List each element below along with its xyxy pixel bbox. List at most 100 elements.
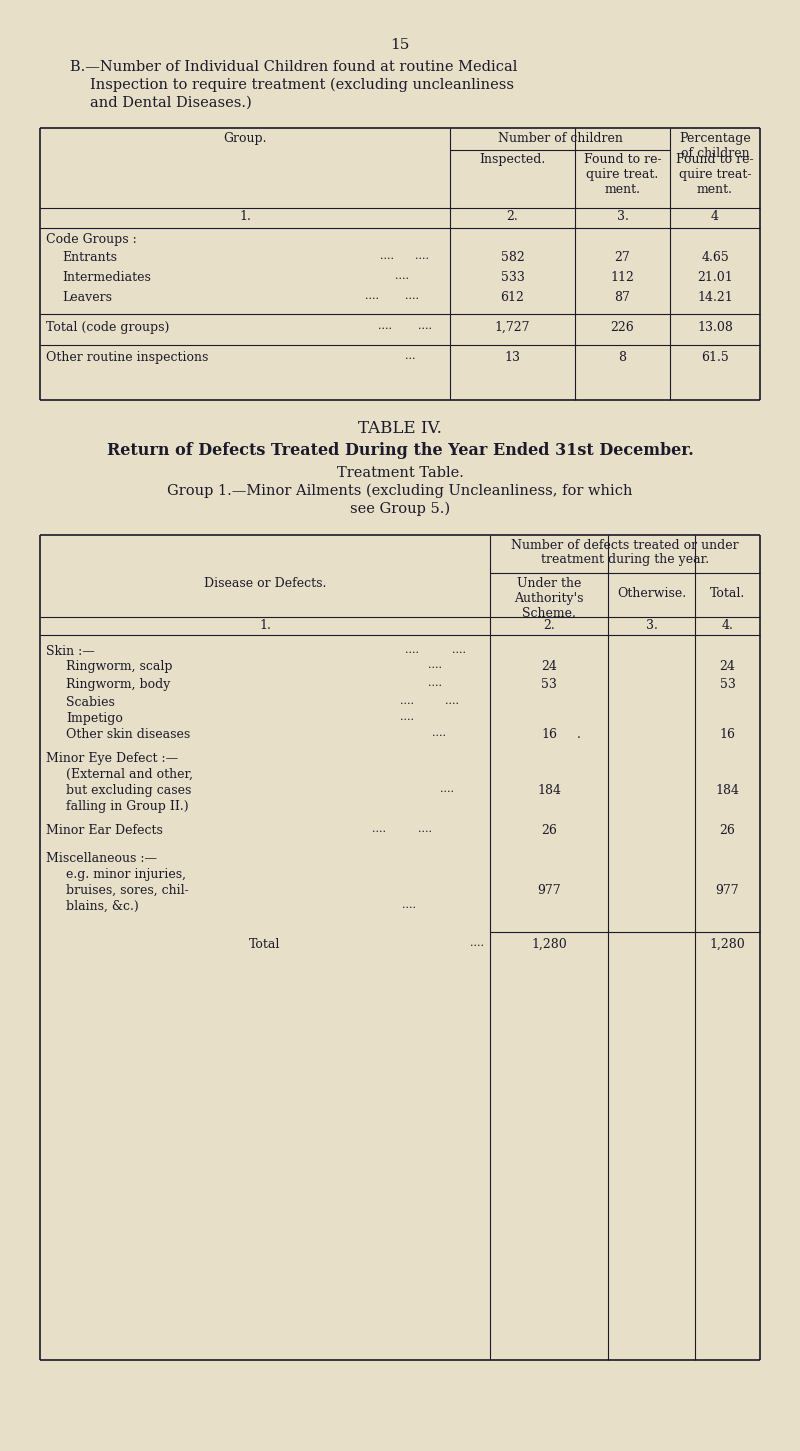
Text: 4: 4 — [711, 210, 719, 223]
Text: 4.: 4. — [722, 620, 734, 633]
Text: Leavers: Leavers — [62, 292, 112, 305]
Text: Found to re-
quire treat-
ment.: Found to re- quire treat- ment. — [676, 152, 754, 196]
Text: ....: .... — [400, 696, 414, 707]
Text: 1,727: 1,727 — [494, 321, 530, 334]
Text: 533: 533 — [501, 271, 525, 284]
Text: ....: .... — [365, 292, 379, 300]
Text: Found to re-
quire treat.
ment.: Found to re- quire treat. ment. — [584, 152, 662, 196]
Text: ....: .... — [418, 824, 432, 834]
Text: Intermediates: Intermediates — [62, 271, 151, 284]
Text: ....: .... — [428, 660, 442, 670]
Text: ....: .... — [400, 712, 414, 723]
Text: Skin :—: Skin :— — [46, 646, 94, 657]
Text: 21.01: 21.01 — [697, 271, 733, 284]
Text: Ringworm, body: Ringworm, body — [66, 678, 170, 691]
Text: 2.: 2. — [506, 210, 518, 223]
Text: 977: 977 — [537, 884, 561, 897]
Text: 226: 226 — [610, 321, 634, 334]
Text: ...: ... — [405, 351, 415, 361]
Text: bruises, sores, chil-: bruises, sores, chil- — [66, 884, 189, 897]
Text: Total: Total — [250, 937, 281, 950]
Text: ....: .... — [445, 696, 459, 707]
Text: 977: 977 — [716, 884, 739, 897]
Text: Ringworm, scalp: Ringworm, scalp — [66, 660, 173, 673]
Text: Percentage
of children: Percentage of children — [679, 132, 751, 160]
Text: ....: .... — [418, 321, 432, 331]
Text: ....: .... — [378, 321, 392, 331]
Text: 13.08: 13.08 — [697, 321, 733, 334]
Text: ....: .... — [405, 292, 419, 300]
Text: see Group 5.): see Group 5.) — [350, 502, 450, 517]
Text: Number of children: Number of children — [498, 132, 622, 145]
Text: 1.: 1. — [259, 620, 271, 633]
Text: 184: 184 — [537, 784, 561, 797]
Text: Group 1.—Minor Ailments (excluding Uncleanliness, for which: Group 1.—Minor Ailments (excluding Uncle… — [167, 485, 633, 498]
Text: Number of defects treated or under: Number of defects treated or under — [511, 538, 739, 551]
Text: 3.: 3. — [646, 620, 658, 633]
Text: TABLE IV.: TABLE IV. — [358, 419, 442, 437]
Text: e.g. minor injuries,: e.g. minor injuries, — [66, 868, 186, 881]
Text: Other skin diseases: Other skin diseases — [66, 728, 190, 741]
Text: 24: 24 — [541, 660, 557, 673]
Text: 26: 26 — [719, 824, 735, 837]
Text: Entrants: Entrants — [62, 251, 117, 264]
Text: 13: 13 — [505, 351, 521, 364]
Text: B.—Number of Individual Children found at routine Medical: B.—Number of Individual Children found a… — [70, 59, 518, 74]
Text: and Dental Diseases.): and Dental Diseases.) — [90, 96, 252, 110]
Text: 53: 53 — [541, 678, 557, 691]
Text: 53: 53 — [719, 678, 735, 691]
Text: 612: 612 — [501, 292, 525, 305]
Text: ....: .... — [405, 646, 419, 654]
Text: Minor Eye Defect :—: Minor Eye Defect :— — [46, 752, 178, 765]
Text: 27: 27 — [614, 251, 630, 264]
Text: treatment during the year.: treatment during the year. — [541, 553, 709, 566]
Text: 1.: 1. — [239, 210, 251, 223]
Text: 15: 15 — [390, 38, 410, 52]
Text: Otherwise.: Otherwise. — [617, 588, 686, 601]
Text: 14.21: 14.21 — [697, 292, 733, 305]
Text: 61.5: 61.5 — [701, 351, 729, 364]
Text: 24: 24 — [719, 660, 735, 673]
Text: 3.: 3. — [617, 210, 629, 223]
Text: Code Groups :: Code Groups : — [46, 234, 137, 247]
Text: blains, &c.): blains, &c.) — [66, 900, 138, 913]
Text: Total.: Total. — [710, 588, 745, 601]
Text: Other routine inspections: Other routine inspections — [46, 351, 208, 364]
Text: ....: .... — [432, 728, 446, 739]
Text: Disease or Defects.: Disease or Defects. — [204, 577, 326, 591]
Text: ....: .... — [415, 251, 429, 261]
Text: Minor Ear Defects: Minor Ear Defects — [46, 824, 163, 837]
Text: 1,280: 1,280 — [531, 937, 567, 950]
Text: 26: 26 — [541, 824, 557, 837]
Text: 4.65: 4.65 — [701, 251, 729, 264]
Text: ....: .... — [395, 271, 409, 281]
Text: Total (code groups): Total (code groups) — [46, 321, 170, 334]
Text: ....: .... — [428, 678, 442, 688]
Text: 184: 184 — [715, 784, 739, 797]
Text: falling in Group II.): falling in Group II.) — [66, 800, 189, 813]
Text: (External and other,: (External and other, — [66, 768, 193, 781]
Text: Miscellaneous :—: Miscellaneous :— — [46, 852, 157, 865]
Text: Inspection to require treatment (excluding uncleanliness: Inspection to require treatment (excludi… — [90, 78, 514, 93]
Text: ....: .... — [380, 251, 394, 261]
Text: 112: 112 — [610, 271, 634, 284]
Text: 87: 87 — [614, 292, 630, 305]
Text: Inspected.: Inspected. — [479, 152, 546, 165]
Text: ....: .... — [452, 646, 466, 654]
Text: 1,280: 1,280 — [710, 937, 746, 950]
Text: Return of Defects Treated During the Year Ended 31st December.: Return of Defects Treated During the Yea… — [106, 443, 694, 459]
Text: 582: 582 — [501, 251, 524, 264]
Text: ....: .... — [402, 900, 416, 910]
Text: Scabies: Scabies — [66, 696, 115, 710]
Text: ....: .... — [470, 937, 484, 948]
Text: 8: 8 — [618, 351, 626, 364]
Text: Treatment Table.: Treatment Table. — [337, 466, 463, 480]
Text: but excluding cases: but excluding cases — [66, 784, 191, 797]
Text: 16: 16 — [719, 728, 735, 741]
Text: Group.: Group. — [223, 132, 266, 145]
Text: 16: 16 — [541, 728, 557, 741]
Text: Under the
Authority's
Scheme.: Under the Authority's Scheme. — [514, 577, 584, 620]
Text: 2.: 2. — [543, 620, 555, 633]
Text: .: . — [577, 728, 581, 741]
Text: ....: .... — [372, 824, 386, 834]
